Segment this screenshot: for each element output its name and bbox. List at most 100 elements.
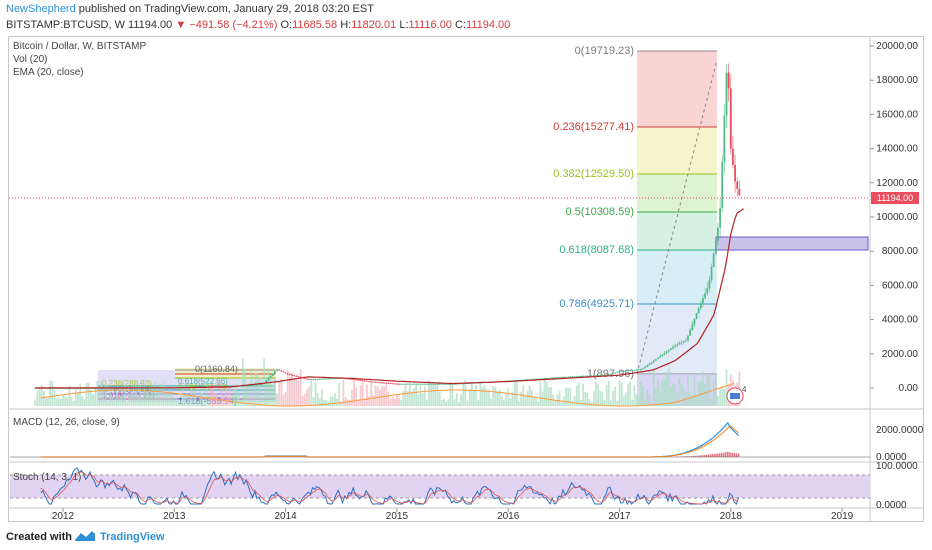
volume-legend[interactable]: Vol (20) — [13, 54, 48, 65]
volume-bar — [400, 399, 403, 406]
macd-bar — [712, 454, 714, 457]
volume-bar — [543, 380, 546, 406]
volume-bar — [134, 381, 137, 406]
volume-bar — [413, 387, 415, 406]
volume-bar — [271, 384, 274, 406]
volume-bar — [689, 392, 692, 406]
candle-body — [348, 378, 351, 380]
volume-bar — [72, 400, 75, 406]
volume-bar — [299, 369, 302, 406]
volume-bar — [201, 393, 204, 406]
volume-bar — [631, 399, 634, 406]
main-series-legend[interactable]: Bitcoin / Dollar, W, BITSTAMP — [13, 41, 147, 52]
support-zone[interactable] — [715, 236, 869, 251]
volume-bar — [479, 381, 482, 406]
candle-body — [595, 375, 597, 377]
price-axis[interactable]: 20000.00 18000.00 16000.00 14000.00 12000.00… — [870, 41, 918, 394]
chart-frame — [8, 36, 924, 522]
volume-bar — [49, 380, 52, 406]
volume-bar — [691, 395, 694, 406]
candle-body — [652, 360, 655, 363]
volume-bar — [680, 383, 683, 406]
candle-body — [387, 382, 390, 384]
volume-bar — [518, 401, 520, 406]
volume-bar — [229, 386, 231, 406]
macd-legend[interactable]: MACD (12, 26, close, 9) — [13, 417, 120, 428]
volume-bar — [162, 380, 165, 406]
volume-bar — [475, 385, 477, 406]
close-label: C: — [455, 19, 467, 31]
volume-bar — [607, 380, 610, 406]
volume-bar — [449, 382, 452, 406]
candle-body — [447, 383, 450, 385]
price-tick-label: 14000.00 — [876, 144, 918, 155]
candle-body — [321, 378, 323, 380]
time-axis[interactable]: 2012 2013 2014 2015 2016 2017 2018 2019 — [52, 508, 854, 522]
volume-bar — [113, 401, 116, 406]
candle-body — [333, 378, 336, 380]
volume-bar — [520, 391, 522, 406]
volume-bar — [738, 371, 741, 406]
volume-bar — [357, 399, 360, 406]
candle-body — [562, 376, 565, 378]
volume-bar — [640, 381, 642, 406]
volume-bar — [237, 390, 240, 406]
volume-bar — [102, 389, 105, 406]
volume-bar — [318, 398, 321, 406]
volume-bar — [505, 393, 507, 406]
volume-bar — [42, 391, 45, 406]
macd-bar — [709, 454, 712, 457]
volume-bar — [308, 386, 311, 406]
candle-body — [370, 381, 373, 383]
volume-bar — [196, 400, 199, 406]
volume-bar — [160, 383, 163, 406]
candle-body — [582, 375, 585, 377]
candle-body — [199, 386, 201, 388]
volume-bar — [184, 395, 186, 406]
candle-body — [669, 348, 672, 350]
candle-body — [269, 375, 272, 379]
stoch-legend[interactable]: Stoch (14, 3, 1) — [13, 472, 82, 483]
footer: Created with TradingView — [0, 524, 932, 550]
volume-bar — [545, 381, 548, 406]
volume-bar — [368, 396, 370, 406]
macd-bar — [686, 456, 688, 457]
volume-bar — [682, 388, 685, 406]
candle-body — [417, 383, 420, 385]
old-fib-zone — [175, 368, 275, 378]
volume-bar — [622, 396, 625, 406]
volume-bar — [316, 392, 319, 406]
volume-bar — [64, 396, 67, 406]
symbol-label: BITSTAMP:BTCUSD, W — [6, 19, 125, 31]
volume-bar — [629, 381, 632, 406]
ema-legend[interactable]: EMA (20, close) — [13, 67, 84, 78]
macd-bar — [688, 456, 691, 457]
volume-bar — [460, 394, 463, 406]
candle-body — [736, 181, 739, 189]
candle-body — [721, 161, 724, 208]
volume-bar — [603, 400, 606, 406]
volume-bar — [291, 373, 293, 406]
volume-bar — [295, 378, 298, 406]
fib-zone — [637, 174, 717, 212]
volume-bar — [492, 386, 495, 406]
volume-bar — [618, 380, 621, 406]
fib-retracement[interactable] — [636, 50, 718, 375]
author-link[interactable]: NewShepherd — [6, 3, 76, 15]
volume-bar — [509, 398, 512, 406]
volume-bar — [323, 399, 326, 406]
volume-bar — [464, 380, 467, 406]
candle-body — [449, 383, 452, 385]
volume-bar — [436, 383, 439, 406]
fib-level-label: 0.618(8087.68) — [559, 244, 634, 256]
candle-body — [323, 378, 326, 380]
candle-body — [404, 383, 407, 385]
candle-body — [438, 383, 441, 385]
candle-body — [306, 378, 308, 380]
tradingview-link[interactable]: TradingView — [100, 531, 165, 543]
candle-body — [393, 383, 396, 385]
volume-bar — [286, 370, 289, 406]
volume-bar — [68, 385, 71, 406]
volume-bar — [344, 397, 347, 406]
